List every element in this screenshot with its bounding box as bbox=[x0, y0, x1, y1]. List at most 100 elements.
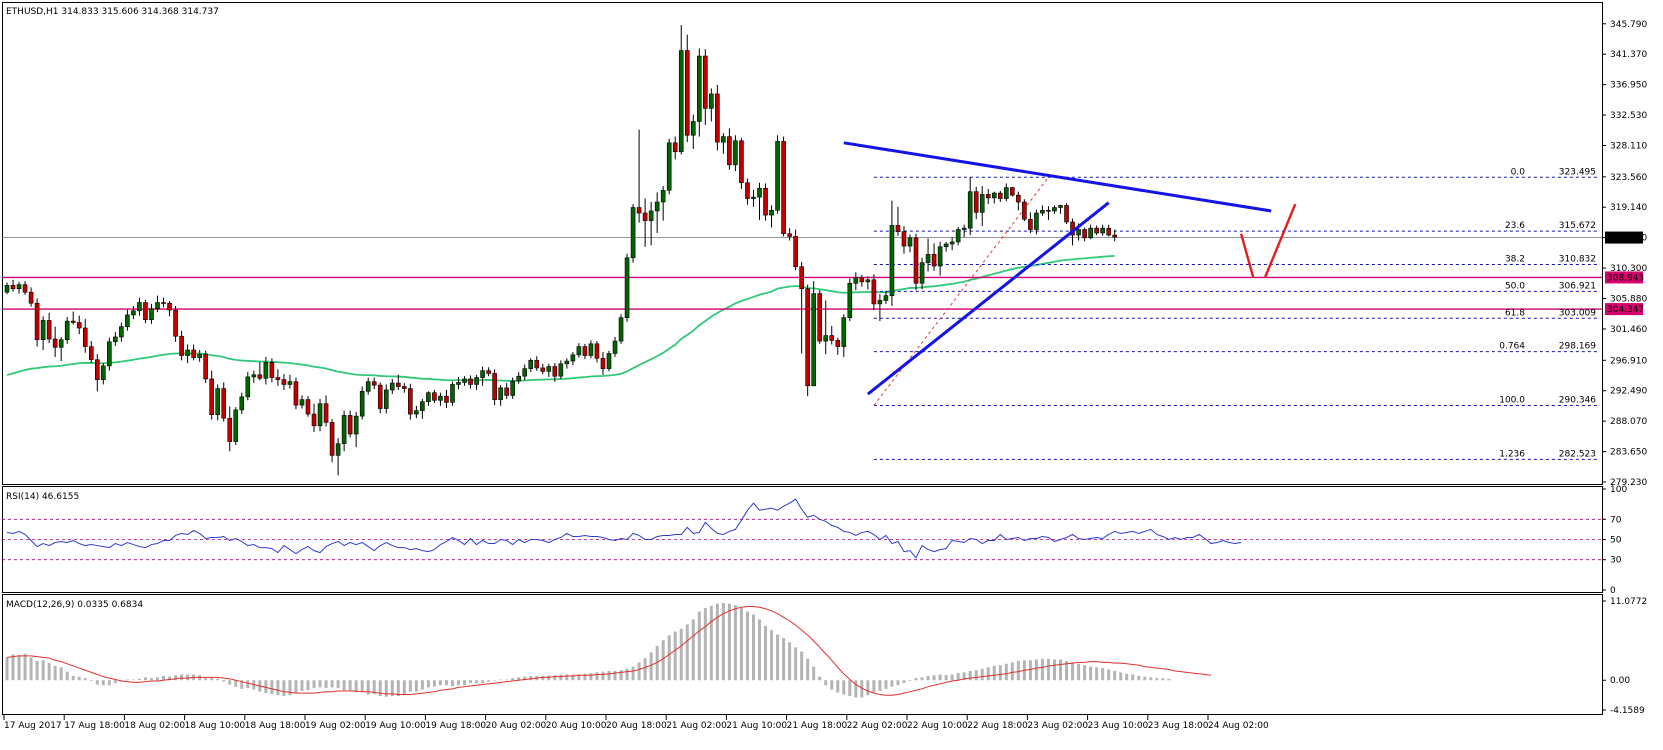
macd-bar bbox=[1137, 675, 1141, 681]
candle-body bbox=[745, 182, 750, 199]
candle-body bbox=[883, 295, 889, 301]
x-tick-label: 19 Aug 18:00 bbox=[425, 721, 486, 731]
macd-bar bbox=[1004, 663, 1008, 681]
macd-bar bbox=[487, 680, 491, 682]
candle-body bbox=[444, 395, 449, 403]
candle bbox=[498, 385, 503, 406]
macd-bar bbox=[65, 671, 69, 681]
x-tick-label: 18 Aug 10:00 bbox=[185, 721, 246, 731]
macd-bar bbox=[601, 671, 605, 681]
macd-bar bbox=[450, 680, 454, 686]
candle bbox=[402, 383, 407, 393]
candle-body bbox=[793, 236, 798, 268]
candle-body bbox=[1076, 229, 1081, 236]
candle-body bbox=[263, 362, 269, 379]
macd-bar bbox=[968, 670, 972, 681]
fib-level-price: 315.672 bbox=[1559, 221, 1596, 231]
macd-bar bbox=[751, 614, 755, 681]
candle bbox=[155, 295, 160, 313]
candle-body bbox=[389, 382, 395, 391]
macd-bar bbox=[234, 680, 238, 687]
candle-body bbox=[570, 354, 576, 362]
candle bbox=[474, 374, 479, 390]
candle-body bbox=[781, 141, 786, 234]
candle-body bbox=[1046, 209, 1051, 212]
candle-body bbox=[185, 349, 190, 356]
fib-level-price: 298.169 bbox=[1559, 342, 1596, 352]
candle bbox=[383, 384, 389, 414]
y-tick-label: 301.460 bbox=[1610, 325, 1647, 335]
candle-body bbox=[985, 194, 991, 199]
macd-bar bbox=[300, 680, 304, 691]
candle bbox=[703, 49, 708, 125]
candle bbox=[215, 384, 220, 421]
macd-bar bbox=[137, 678, 141, 681]
candle-body bbox=[311, 413, 317, 427]
candle-body bbox=[811, 293, 816, 387]
candle-body bbox=[317, 403, 323, 427]
candle bbox=[438, 392, 443, 406]
candle-body bbox=[618, 317, 624, 342]
support-price-tag: 308.943 bbox=[1607, 273, 1644, 283]
candle bbox=[76, 315, 82, 335]
candle bbox=[88, 341, 94, 364]
macd-bar bbox=[908, 680, 912, 681]
candle-body bbox=[281, 379, 287, 385]
macd-bar bbox=[168, 676, 172, 681]
fib-level-price: 282.523 bbox=[1559, 449, 1596, 459]
candle bbox=[624, 253, 630, 322]
macd-bar bbox=[619, 670, 623, 681]
candle bbox=[1058, 204, 1063, 214]
macd-bar bbox=[186, 674, 190, 681]
candle bbox=[534, 356, 540, 371]
candle-body bbox=[462, 378, 467, 383]
candle bbox=[1112, 229, 1117, 242]
candle bbox=[690, 114, 696, 150]
candle-body bbox=[666, 142, 672, 191]
candle bbox=[594, 341, 600, 363]
candle bbox=[408, 383, 413, 420]
candle bbox=[371, 377, 377, 390]
main-panel[interactable] bbox=[2, 2, 1603, 485]
candle-body bbox=[1082, 229, 1087, 239]
candle bbox=[1088, 224, 1093, 240]
macd-bar bbox=[113, 680, 117, 684]
candle-body bbox=[997, 192, 1003, 199]
macd-bar bbox=[1046, 658, 1050, 681]
candle-body bbox=[919, 262, 925, 284]
macd-bar bbox=[848, 680, 852, 696]
rsi-y-tick-label: 70 bbox=[1610, 515, 1622, 525]
candle bbox=[293, 377, 299, 410]
candle-body bbox=[510, 380, 515, 396]
macd-bar bbox=[625, 668, 629, 681]
candle bbox=[823, 300, 829, 355]
macd-panel[interactable] bbox=[2, 594, 1603, 715]
candle-body bbox=[1094, 227, 1099, 234]
candle-body bbox=[377, 384, 383, 409]
candle bbox=[847, 278, 853, 322]
macd-bar bbox=[360, 680, 364, 692]
candle bbox=[58, 336, 64, 362]
macd-bar bbox=[1010, 662, 1014, 681]
support-price-tag-bg bbox=[1605, 271, 1643, 284]
macd-bar bbox=[1052, 659, 1056, 681]
candle-body bbox=[371, 381, 377, 386]
candle-body bbox=[107, 341, 112, 367]
macd-bar bbox=[950, 674, 954, 681]
candle-body bbox=[949, 241, 955, 245]
candle bbox=[684, 34, 690, 143]
macd-bar bbox=[643, 658, 647, 681]
candle-body bbox=[769, 209, 774, 216]
candle-body bbox=[835, 340, 841, 347]
x-tick-label: 17 Aug 18:00 bbox=[64, 721, 125, 731]
candle bbox=[1016, 191, 1021, 211]
macd-bar bbox=[758, 619, 761, 681]
candle bbox=[570, 352, 576, 366]
candle bbox=[522, 364, 528, 381]
macd-bar bbox=[276, 680, 280, 696]
candle-body bbox=[895, 225, 901, 232]
candle-body bbox=[173, 309, 178, 337]
macd-bar bbox=[523, 676, 527, 681]
candle-body bbox=[275, 377, 281, 380]
